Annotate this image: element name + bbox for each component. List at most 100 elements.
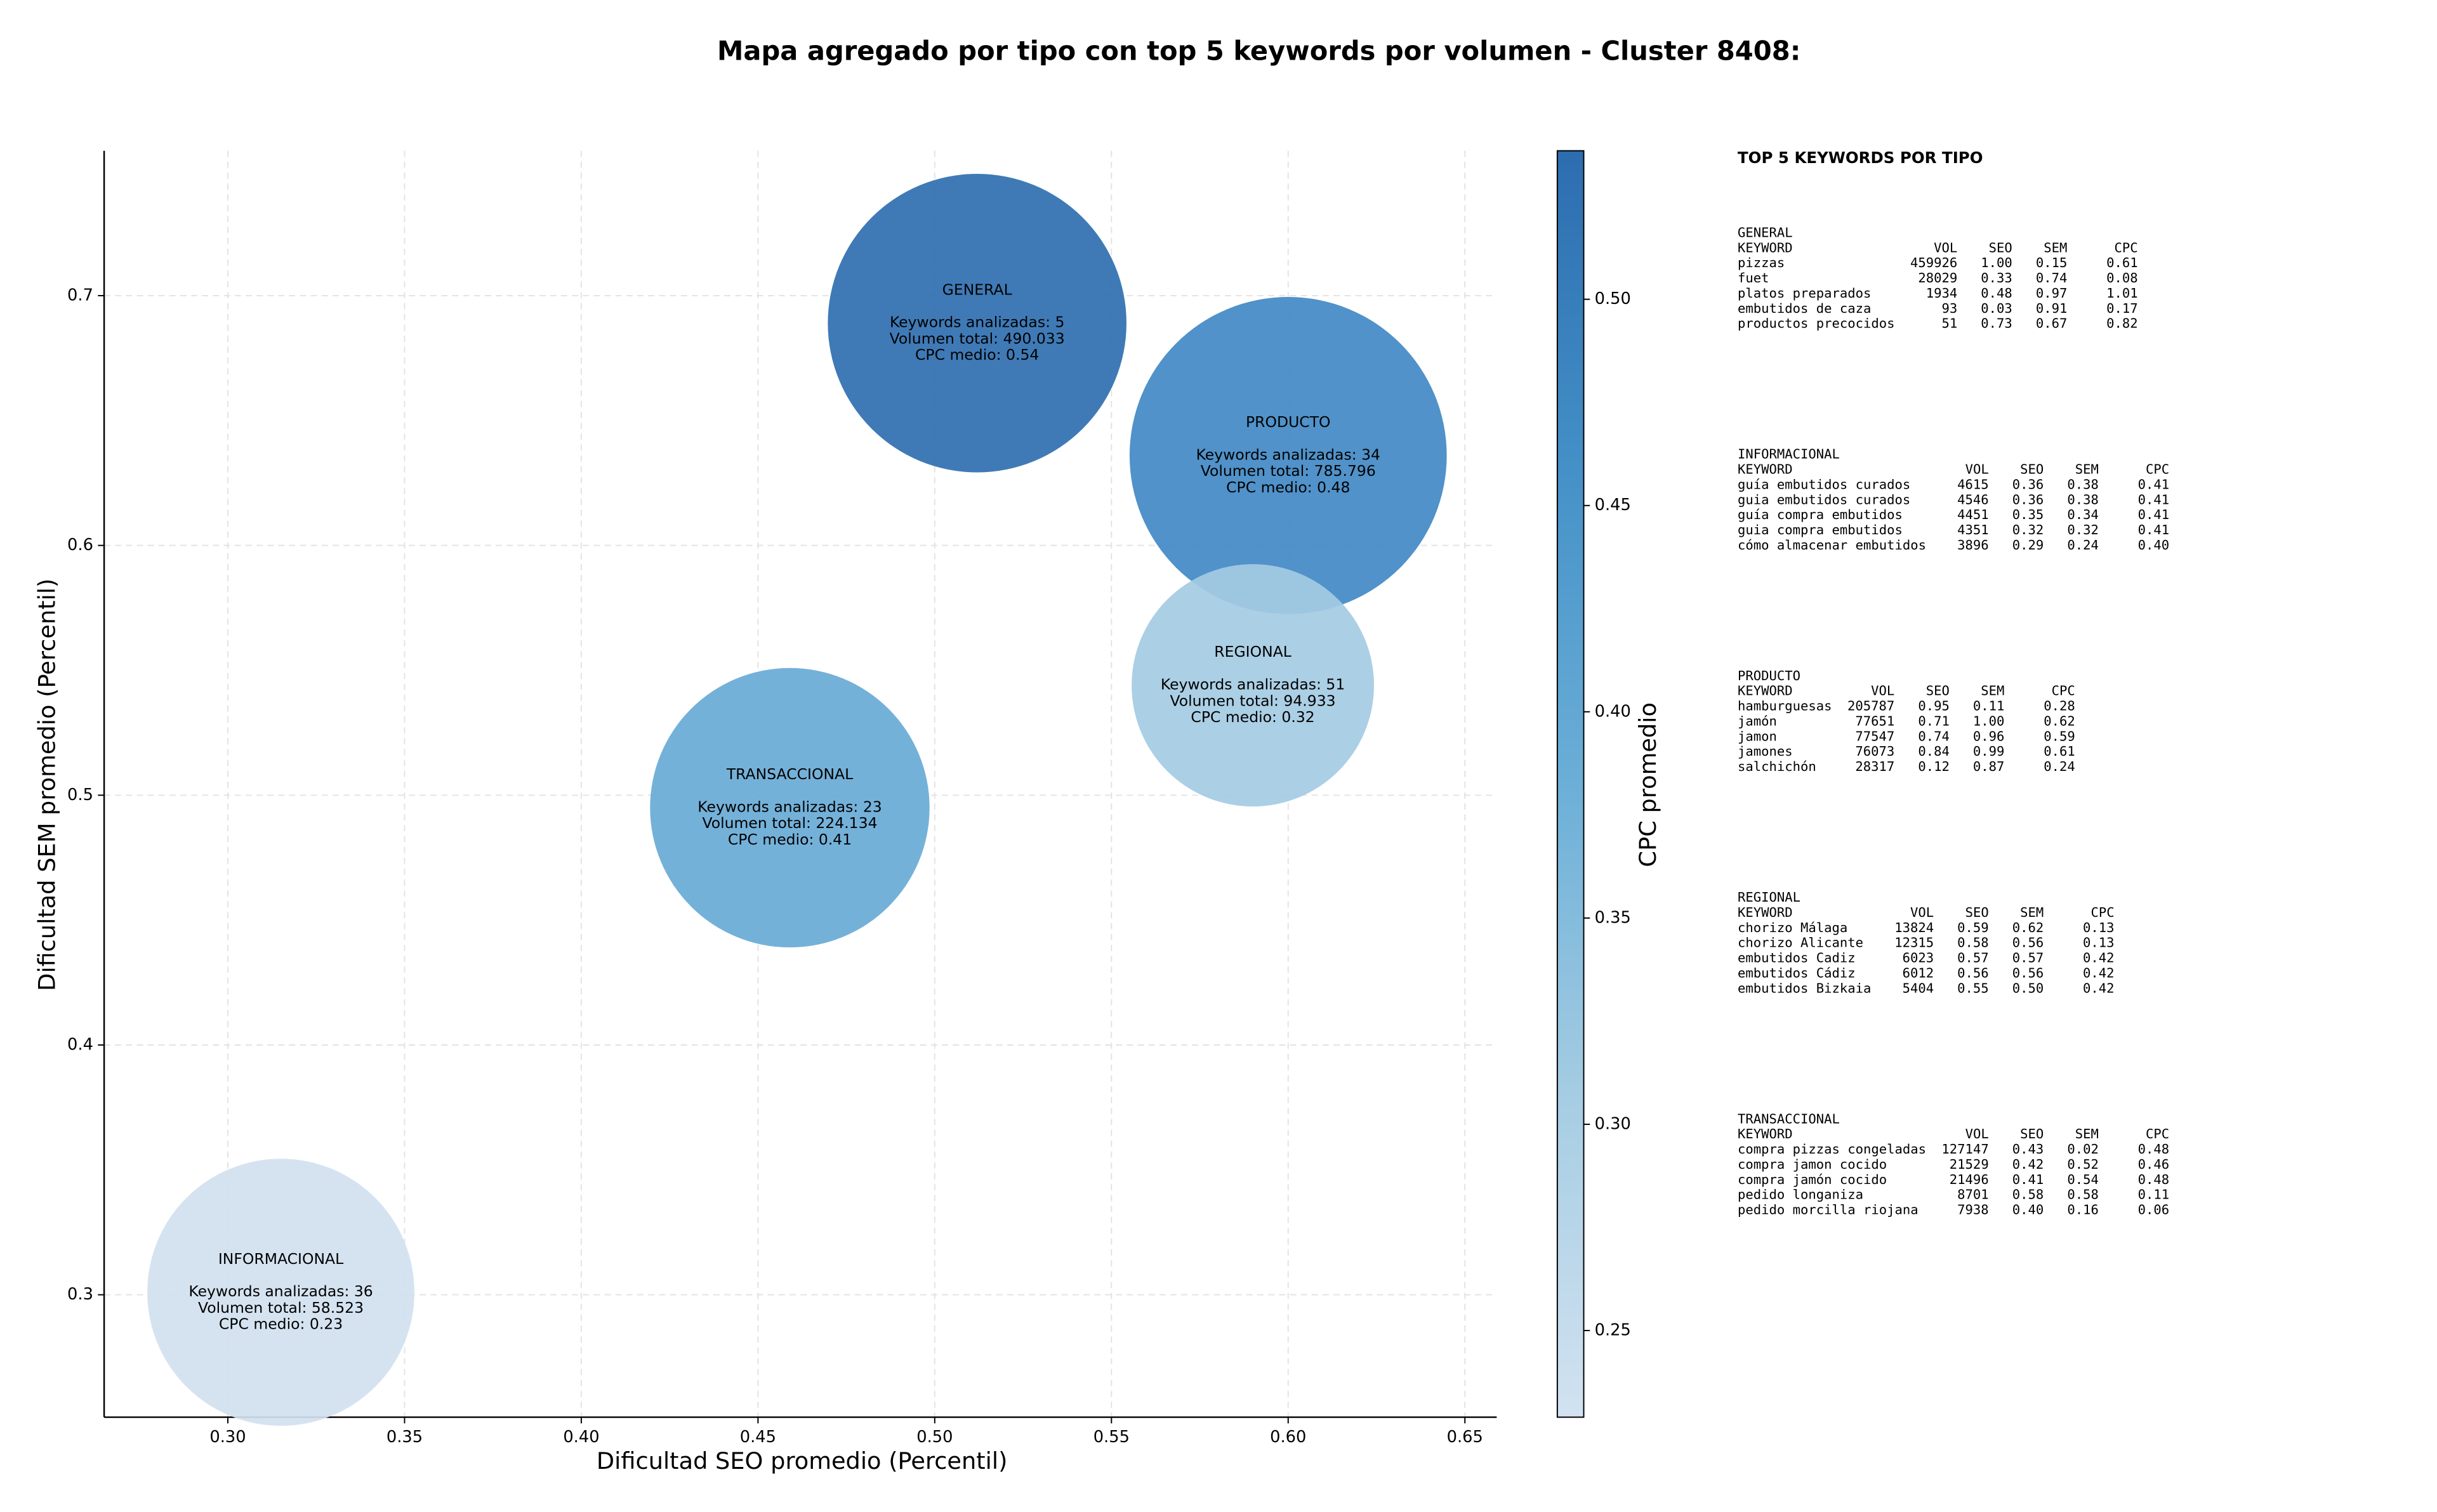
- table-cell: 0.87: [1973, 759, 2005, 774]
- x-tick-label: 0.40: [563, 1428, 599, 1447]
- table-cell: 0.33: [1981, 270, 2012, 286]
- table-cell: 0.97: [2036, 286, 2068, 301]
- table-cell: 0.03: [1981, 301, 2012, 316]
- table-cell: 0.32: [2067, 522, 2099, 537]
- bubble-annotation: Keywords analizadas: 34: [1196, 445, 1380, 463]
- table-header: CPC: [2146, 1126, 2169, 1141]
- y-tick-label: 0.5: [67, 786, 93, 805]
- table-cell: 12315: [1894, 935, 1934, 950]
- table-cell: 0.24: [2067, 537, 2099, 553]
- bubble: [147, 1159, 414, 1426]
- table-cell: 4351: [1957, 522, 1989, 537]
- table-cell: 1.00: [1973, 714, 2005, 729]
- table-header: SEM: [2020, 905, 2044, 920]
- x-axis-label: Dificultad SEO promedio (Percentil): [597, 1447, 1008, 1475]
- table-cell: 0.56: [2012, 965, 2044, 980]
- table-cell: 1.01: [2106, 286, 2138, 301]
- table-header: SEO: [1965, 905, 1989, 920]
- section-title: GENERAL: [1738, 225, 1793, 240]
- section-title: PRODUCTO: [1738, 668, 1800, 683]
- table-cell: 3896: [1957, 537, 1989, 553]
- table-cell: 0.61: [2044, 744, 2075, 759]
- table-cell: 4451: [1957, 507, 1989, 522]
- table-cell: 0.41: [2138, 492, 2170, 507]
- table-cell: 0.42: [2083, 965, 2115, 980]
- x-tick-label: 0.60: [1270, 1428, 1306, 1447]
- table-cell: embutidos Cadiz: [1738, 950, 1856, 966]
- table-cell: 0.28: [2044, 699, 2075, 714]
- table-cell: 0.24: [2044, 759, 2075, 774]
- bubble-label: PRODUCTO: [1246, 413, 1331, 431]
- table-cell: hamburguesas: [1738, 699, 1832, 714]
- section-title: REGIONAL: [1738, 890, 1800, 905]
- table-cell: 0.95: [1918, 699, 1950, 714]
- table-cell: 13824: [1894, 920, 1934, 935]
- table-header: VOL: [1934, 240, 1957, 255]
- table-cell: 51: [1941, 316, 1957, 331]
- y-tick-label: 0.4: [67, 1035, 93, 1054]
- table-cell: embutidos Bizkaia: [1738, 980, 1871, 996]
- table-cell: 0.06: [2138, 1202, 2170, 1218]
- table-cell: 0.40: [2138, 537, 2170, 553]
- bubble: [828, 173, 1126, 473]
- bubble-annotation: Volumen total: 490.033: [890, 329, 1065, 347]
- table-cell: guia embutidos curados: [1738, 492, 1910, 507]
- table-header: SEM: [2075, 462, 2099, 477]
- table-cell: salchichón: [1738, 759, 1816, 774]
- table-cell: 0.67: [2036, 316, 2068, 331]
- bubble-annotation: Keywords analizadas: 36: [188, 1282, 373, 1300]
- table-cell: 28029: [1918, 270, 1957, 286]
- table-cell: 0.55: [1957, 980, 1989, 996]
- bubble-annotation: CPC medio: 0.41: [728, 831, 852, 848]
- table-cell: 0.56: [2012, 935, 2044, 950]
- table-cell: 0.12: [1918, 759, 1950, 774]
- table-cell: 1.00: [1981, 255, 2012, 270]
- bubble: [1129, 297, 1447, 614]
- table-cell: 0.41: [2138, 522, 2170, 537]
- table-cell: 0.35: [2012, 507, 2044, 522]
- colorbar-tick-label: 0.40: [1595, 702, 1631, 721]
- table-cell: 0.46: [2138, 1157, 2170, 1172]
- colorbar-tick-label: 0.25: [1595, 1321, 1631, 1340]
- table-cell: 7938: [1957, 1202, 1989, 1218]
- table-cell: 0.73: [1981, 316, 2012, 331]
- x-tick-label: 0.35: [386, 1428, 423, 1447]
- table-cell: pizzas: [1738, 255, 1785, 270]
- table-cell: 0.54: [2067, 1172, 2099, 1187]
- bubble-annotation: CPC medio: 0.23: [219, 1315, 343, 1333]
- bubble-annotation: Volumen total: 94.933: [1170, 692, 1336, 709]
- table-header: VOL: [1965, 1126, 1989, 1141]
- table-cell: 4615: [1957, 477, 1989, 492]
- table-cell: 0.41: [2138, 507, 2170, 522]
- section-title: INFORMACIONAL: [1738, 447, 1840, 462]
- table-cell: 0.15: [2036, 255, 2068, 270]
- table-cell: chorizo Alicante: [1738, 935, 1863, 950]
- table-cell: 0.41: [2012, 1172, 2044, 1187]
- table-header: SEM: [2075, 1126, 2099, 1141]
- table-cell: 0.38: [2067, 477, 2099, 492]
- table-cell: compra jamón cocido: [1738, 1172, 1887, 1187]
- table-cell: 0.59: [2044, 728, 2075, 744]
- table-cell: 0.36: [2012, 492, 2044, 507]
- table-cell: embutidos Cádiz: [1738, 965, 1856, 980]
- table-cell: guia compra embutidos: [1738, 522, 1903, 537]
- table-cell: 0.50: [2012, 980, 2044, 996]
- table-header: SEO: [2020, 1126, 2044, 1141]
- section-title: TRANSACCIONAL: [1738, 1111, 1840, 1126]
- table-cell: platos preparados: [1738, 286, 1871, 301]
- table-cell: 0.62: [2012, 920, 2044, 935]
- table-cell: 8701: [1957, 1187, 1989, 1202]
- table-cell: 0.96: [1973, 728, 2005, 744]
- bubble-annotation: Volumen total: 785.796: [1201, 462, 1376, 480]
- colorbar-label: CPC promedio: [1634, 702, 1661, 867]
- y-tick-label: 0.6: [67, 536, 93, 555]
- table-cell: 93: [1941, 301, 1957, 316]
- table-cell: 0.57: [2012, 950, 2044, 966]
- table-header: CPC: [2052, 683, 2075, 699]
- table-cell: 0.91: [2036, 301, 2068, 316]
- colorbar-tick-label: 0.35: [1595, 908, 1631, 927]
- table-cell: compra jamon cocido: [1738, 1157, 1887, 1172]
- table-cell: 0.13: [2083, 935, 2115, 950]
- table-header: CPC: [2146, 462, 2169, 477]
